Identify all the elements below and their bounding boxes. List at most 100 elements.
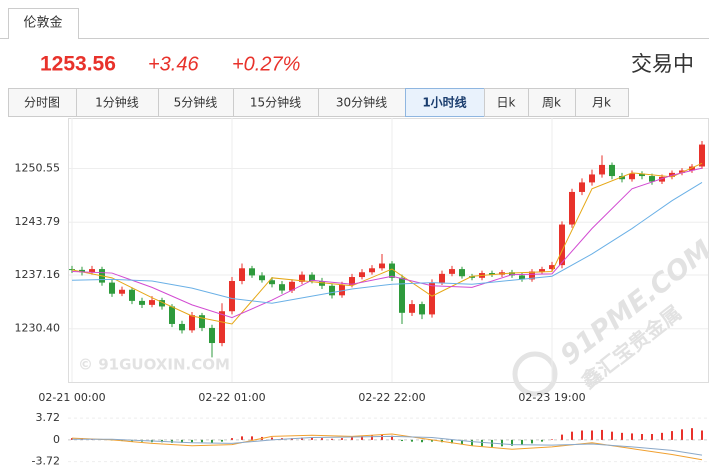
macd-bar [501, 439, 503, 447]
macd-bar [571, 431, 573, 440]
macd-bar [581, 430, 583, 440]
macd-bar [231, 438, 233, 440]
candle-body [269, 280, 275, 285]
indicator-line [72, 435, 703, 456]
candle-body [699, 144, 705, 167]
instrument-tab[interactable]: 伦敦金 [23, 15, 62, 31]
x-tick-label: 02-22 01:00 [198, 391, 265, 404]
macd-bar [611, 431, 613, 440]
candle-body [509, 272, 515, 276]
y-tick-label: 3.72 [36, 411, 61, 424]
indicator-line [71, 433, 703, 461]
macd-bar [171, 439, 173, 443]
candle-body [549, 265, 555, 270]
tab[interactable] [8, 88, 77, 117]
candle-body [409, 304, 415, 313]
tab-label[interactable]: 日k [497, 96, 516, 110]
tab-label[interactable]: 1分钟线 [95, 95, 139, 110]
macd-bar [331, 438, 333, 440]
tab[interactable] [76, 88, 159, 117]
macd-bar [421, 439, 423, 443]
candle-body [449, 269, 455, 274]
candle-body [639, 173, 645, 177]
candle-body [529, 271, 535, 280]
tab[interactable] [484, 88, 529, 117]
candle-body [139, 300, 145, 305]
y-tick-label: 1237.16 [15, 268, 61, 281]
tab-label[interactable]: 5分钟线 [174, 95, 218, 110]
candle-body [559, 224, 565, 266]
macd-bar [551, 439, 553, 440]
candle-body [289, 281, 295, 291]
tab-label[interactable]: 分时图 [24, 96, 60, 110]
candle-body [469, 276, 475, 278]
candle-body [89, 269, 95, 273]
indicator-line [71, 167, 703, 319]
candle-body [609, 164, 615, 177]
macd-bar [521, 439, 523, 445]
macd-bar [631, 433, 633, 440]
macd-bar [361, 435, 363, 440]
y-tick-label: 1250.55 [15, 161, 61, 174]
macd-bar [591, 430, 593, 440]
macd-bar [211, 439, 213, 444]
candle-body [589, 174, 595, 183]
macd-bar [451, 439, 453, 444]
tab-label[interactable]: 月k [592, 96, 611, 110]
candle-body [689, 166, 695, 171]
candle-body [199, 315, 205, 328]
tab[interactable] [528, 88, 576, 117]
candle-body [149, 300, 155, 305]
tab-label[interactable]: 30分钟线 [336, 95, 387, 110]
macd-bar [381, 434, 383, 440]
candle-body [319, 281, 325, 286]
tab-label[interactable]: 15分钟线 [250, 95, 301, 110]
macd-bar [691, 428, 693, 440]
macd-bar [541, 439, 543, 442]
macd-bar [661, 432, 663, 440]
macd-bar [411, 439, 413, 442]
tab-label[interactable]: 1小时线 [422, 95, 466, 110]
candle-body [219, 311, 225, 344]
watermark-logo [512, 351, 558, 397]
tab[interactable] [575, 88, 629, 117]
candle-body [649, 176, 655, 182]
candle-body [429, 282, 435, 315]
macd-bar [641, 434, 643, 440]
macd-bar [511, 439, 513, 446]
tab-label[interactable]: 周k [542, 96, 561, 110]
candle-body [129, 289, 135, 301]
candle-body [299, 274, 305, 282]
candle-body [489, 273, 495, 275]
macd-bar [321, 438, 323, 440]
candle-body [419, 304, 425, 315]
macd-bar [301, 437, 303, 440]
y-tick-label: 1230.40 [15, 322, 61, 335]
candle-body [579, 182, 585, 192]
macd-bar [371, 435, 373, 440]
candle-body [119, 289, 125, 294]
macd-bar [311, 437, 313, 440]
watermark: © 91GUOXIN.COM [78, 356, 230, 374]
macd-bar [671, 431, 673, 440]
status: 交易中 [631, 52, 694, 76]
macd-bar [461, 439, 463, 445]
candle-body [399, 277, 405, 313]
instrument-tab-box [8, 8, 79, 39]
tab[interactable] [158, 88, 234, 117]
macd-bar [651, 434, 653, 440]
y-tick-label: 0 [53, 433, 60, 446]
candle-body [249, 268, 255, 276]
macd-bar [341, 438, 343, 440]
x-tick-label: 02-23 19:00 [518, 391, 585, 404]
candle-body [189, 315, 195, 331]
candle-body [169, 306, 175, 324]
candle-body [349, 277, 355, 285]
macd-bar [561, 434, 563, 440]
macd-bar [481, 439, 483, 447]
candle-body [339, 284, 345, 296]
macd-bar [251, 436, 253, 440]
period-tabs: 分时图 1分钟线 5分钟线 15分钟线 30分钟线 1小时线 日k 周k 月k [8, 88, 629, 117]
candle-body [279, 284, 285, 291]
